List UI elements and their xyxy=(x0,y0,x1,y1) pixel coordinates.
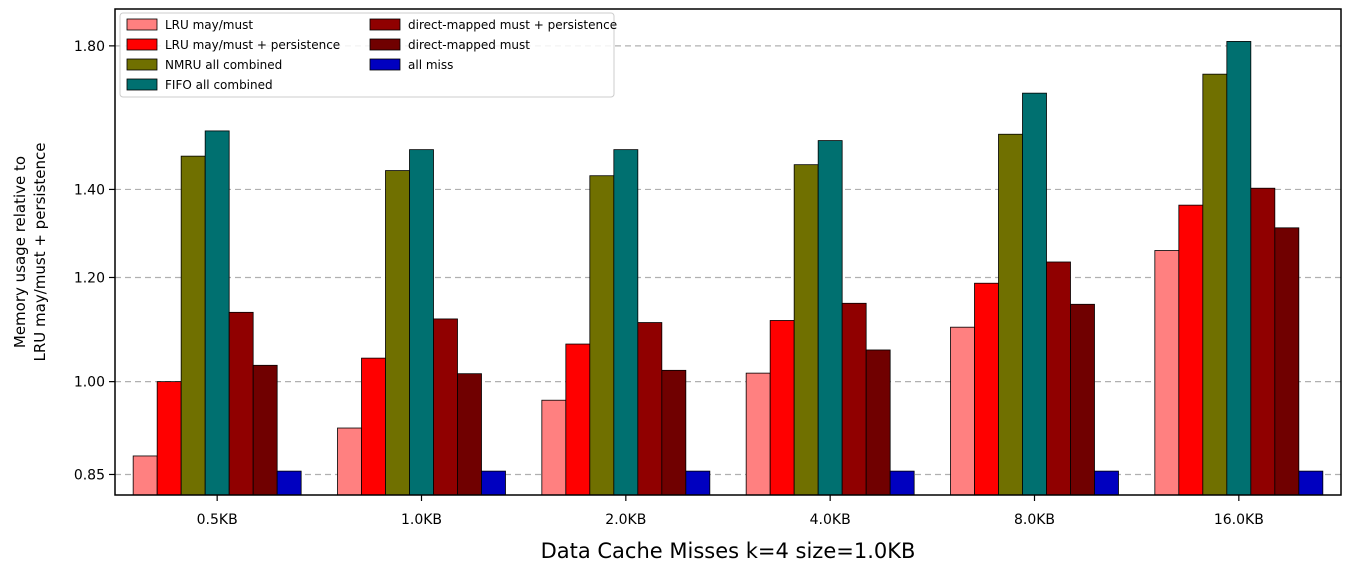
legend-label: all miss xyxy=(408,58,453,72)
x-tick-label: 16.0KB xyxy=(1214,512,1264,528)
bar xyxy=(409,149,434,496)
legend-item: LRU may/must + persistence xyxy=(126,38,340,52)
bar xyxy=(276,470,302,496)
y-axis-title: Memory usage relative to LRU may/must + … xyxy=(11,143,49,362)
bar xyxy=(337,427,362,496)
legend-item: LRU may/must xyxy=(126,18,253,32)
y-axis-title-line-2: LRU may/must + persistence xyxy=(31,143,49,362)
x-tick-label: 8.0KB xyxy=(1014,512,1055,528)
legend-swatch xyxy=(369,18,401,31)
legend-item: FIFO all combined xyxy=(126,78,273,92)
bars xyxy=(132,41,1324,496)
bar xyxy=(1202,73,1228,496)
bar xyxy=(481,470,506,496)
x-axis: 0.5KB 1.0KB 2.0KB 4.0KB 8.0KB 16.0KB xyxy=(197,495,1264,528)
legend-label: LRU may/must + persistence xyxy=(165,38,340,52)
x-tick-label: 2.0KB xyxy=(605,512,646,528)
legend-label: NMRU all combined xyxy=(165,58,282,72)
plot-frame xyxy=(114,8,1342,496)
bar xyxy=(793,164,819,496)
bar xyxy=(1070,303,1095,496)
bar xyxy=(1046,261,1071,496)
x-tick-label: 0.5KB xyxy=(197,512,238,528)
x-tick-label: 4.0KB xyxy=(810,512,851,528)
bar xyxy=(457,373,482,496)
bar xyxy=(132,455,158,496)
bar xyxy=(685,470,711,496)
legend-item: NMRU all combined xyxy=(126,58,282,72)
bar xyxy=(1250,187,1276,496)
bar xyxy=(1274,227,1300,496)
bar xyxy=(745,372,771,496)
legend-swatch xyxy=(126,18,158,31)
bar xyxy=(156,381,182,496)
bar xyxy=(589,175,615,496)
x-axis-title: Data Cache Misses k=4 size=1.0KB xyxy=(541,539,916,563)
y-tick-label: 1.40 xyxy=(74,182,105,198)
bar xyxy=(541,399,567,496)
legend-label: FIFO all combined xyxy=(165,78,273,92)
bar xyxy=(1154,250,1180,496)
y-tick-label: 0.85 xyxy=(74,467,105,483)
legend-swatch xyxy=(126,38,158,51)
bar xyxy=(998,133,1023,496)
legend-swatch xyxy=(369,58,401,71)
legend-swatch xyxy=(126,78,158,91)
bar xyxy=(974,282,999,496)
legend-item: direct-mapped must xyxy=(369,38,530,52)
bar xyxy=(841,302,867,496)
y-axis-title-line-1: Memory usage relative to xyxy=(11,156,29,348)
bar xyxy=(817,140,843,496)
y-tick-label: 1.80 xyxy=(74,39,105,55)
bar xyxy=(661,369,687,496)
bar xyxy=(1178,204,1204,496)
legend-frame xyxy=(119,12,615,98)
bar xyxy=(361,357,386,496)
y-tick-label: 1.20 xyxy=(74,270,105,286)
bar xyxy=(1226,41,1252,496)
legend-swatch xyxy=(369,38,401,51)
y-axis: 0.85 1.00 1.20 1.40 1.80 xyxy=(74,39,115,483)
legend-item: direct-mapped must + persistence xyxy=(369,18,617,32)
legend: LRU may/must LRU may/must + persistence NM… xyxy=(119,12,617,98)
bar xyxy=(228,311,254,496)
legend-item: all miss xyxy=(369,58,453,72)
legend-label: direct-mapped must + persistence xyxy=(408,18,617,32)
bar xyxy=(565,343,591,496)
bar xyxy=(637,322,663,496)
bar xyxy=(204,130,230,496)
bar xyxy=(252,364,278,496)
bar xyxy=(433,318,458,496)
legend-swatch xyxy=(126,58,158,71)
y-tick-label: 1.00 xyxy=(74,375,105,391)
bar xyxy=(613,149,639,496)
bar xyxy=(950,326,975,496)
bar xyxy=(385,170,410,496)
bar xyxy=(889,470,915,496)
bar xyxy=(865,349,891,496)
bar xyxy=(180,155,206,496)
bar xyxy=(769,320,795,496)
bar xyxy=(1022,92,1047,496)
bar xyxy=(1094,470,1119,496)
legend-label: direct-mapped must xyxy=(408,38,530,52)
x-tick-label: 1.0KB xyxy=(401,512,442,528)
legend-label: LRU may/must xyxy=(165,18,253,32)
bar xyxy=(1298,470,1324,496)
